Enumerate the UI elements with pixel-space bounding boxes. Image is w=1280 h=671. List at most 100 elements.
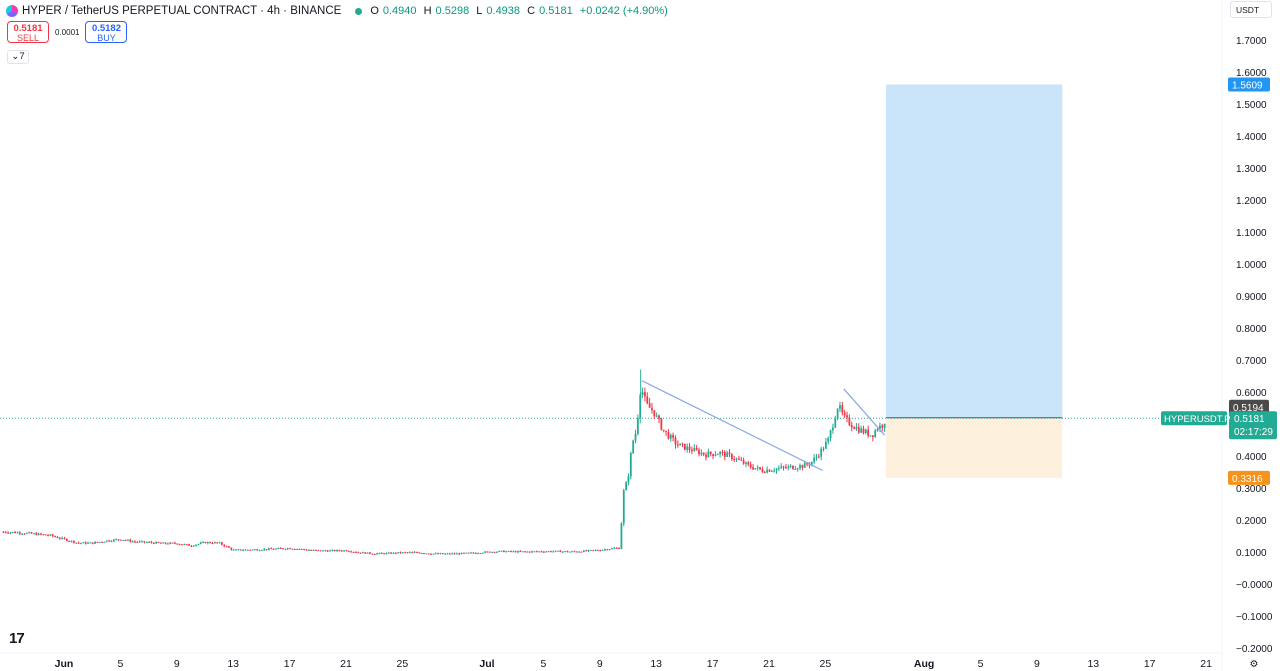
symbol-title[interactable]: HYPER / TetherUS PERPETUAL CONTRACT · 4h… — [22, 5, 342, 17]
candle-body — [514, 551, 517, 553]
candle-body — [242, 550, 244, 552]
candle-body — [730, 454, 733, 459]
candle-body — [829, 430, 832, 439]
candle-body — [171, 542, 174, 544]
candle-body — [23, 533, 26, 535]
candle-body — [371, 553, 374, 555]
candle-body — [251, 549, 254, 551]
candle-body — [747, 462, 750, 465]
x-tick-label: 9 — [174, 658, 180, 670]
candle-body — [691, 449, 693, 452]
x-tick-label: 17 — [284, 658, 296, 670]
candle-body — [622, 490, 625, 524]
candle-body — [484, 551, 487, 553]
candle-body — [709, 451, 712, 455]
candle-body — [80, 543, 82, 545]
candle-body — [853, 427, 855, 430]
candle-body — [437, 553, 440, 555]
candle-body — [68, 540, 71, 542]
spread-value: 0.0001 — [55, 27, 80, 37]
candle-body — [453, 553, 456, 555]
candle-body — [108, 540, 111, 542]
candle-body — [770, 470, 773, 472]
candle-body — [463, 552, 465, 554]
sell-label: SELL — [16, 33, 40, 43]
candle-body — [535, 551, 538, 553]
candle-body — [272, 548, 275, 550]
candle-body — [479, 553, 482, 555]
candle-body — [552, 551, 555, 553]
candle-body — [244, 549, 247, 551]
ohlc-readout: O 0.4940 H 0.5298 L 0.4938 C 0.5181 +0.0242 … — [370, 5, 672, 17]
candle-body — [752, 467, 754, 470]
candle-body — [235, 549, 237, 551]
candle-body — [676, 444, 679, 446]
candle-body — [510, 550, 512, 552]
candle-body — [152, 542, 155, 544]
market-status-icon[interactable] — [355, 7, 363, 15]
candle-body — [531, 551, 534, 553]
stop-zone — [886, 417, 1063, 478]
candle-body — [176, 543, 179, 545]
sell-button[interactable]: 0.5181 SELL — [7, 21, 49, 43]
candle-body — [385, 552, 388, 554]
entry-price-badge-bg — [1229, 399, 1269, 414]
candle-body — [406, 552, 409, 554]
last-price-badge-bg — [1229, 411, 1277, 440]
candle-body — [211, 543, 214, 545]
candle-body — [655, 415, 658, 417]
candle-body — [343, 550, 346, 552]
candle-body — [305, 549, 308, 551]
candle-body — [777, 468, 780, 470]
x-tick-label: 9 — [1034, 658, 1040, 670]
candle-body — [279, 547, 282, 549]
indicators-toggle-button[interactable]: ⌄7 — [7, 50, 29, 64]
candle-body — [418, 552, 421, 554]
candle-body — [178, 544, 181, 546]
candle-body — [183, 544, 186, 546]
candle-body — [89, 542, 92, 544]
candle-body — [44, 534, 47, 536]
candle-body — [333, 550, 336, 552]
x-tick-label: Aug — [914, 658, 934, 670]
candle-body — [277, 547, 280, 549]
candle-body — [578, 551, 581, 553]
open-label: O — [370, 5, 379, 17]
candle-body — [354, 551, 357, 553]
candle-body — [611, 548, 613, 550]
x-tick-label: 5 — [540, 658, 546, 670]
symbol-badge: HYPERUSDT.P — [1164, 414, 1231, 425]
candle-body — [766, 469, 769, 473]
tradingview-logo-icon[interactable]: 17 — [9, 630, 25, 647]
candle-body — [155, 542, 158, 544]
candle-body — [528, 551, 531, 553]
y-tick-label: 1.4000 — [1236, 132, 1267, 143]
candle-body — [345, 550, 348, 552]
last-price-badge: 0.5181 — [1234, 414, 1265, 425]
candle-body — [517, 551, 519, 553]
candle-body — [40, 533, 42, 535]
currency-selector[interactable]: USDT — [1230, 1, 1272, 18]
candle-body — [394, 552, 397, 554]
buy-button[interactable]: 0.5182 BUY — [85, 21, 128, 43]
candle-body — [547, 551, 550, 553]
candle-body — [862, 428, 865, 434]
candle-body — [561, 551, 564, 553]
candle-body — [192, 545, 195, 547]
candle-body — [841, 405, 844, 413]
candle-body — [740, 459, 743, 461]
candle-body — [221, 542, 223, 545]
candle-body — [143, 541, 146, 543]
candle-body — [105, 540, 108, 542]
candle-body — [460, 552, 463, 555]
candle-body — [263, 549, 266, 551]
candle-body — [439, 553, 442, 555]
candle-body — [268, 548, 270, 550]
candle-body — [300, 549, 303, 551]
candle-body — [258, 550, 261, 552]
y-tick-label: 0.2000 — [1236, 516, 1267, 527]
candle-body — [665, 430, 667, 432]
candle-body — [592, 550, 595, 552]
candle-body — [839, 405, 841, 409]
